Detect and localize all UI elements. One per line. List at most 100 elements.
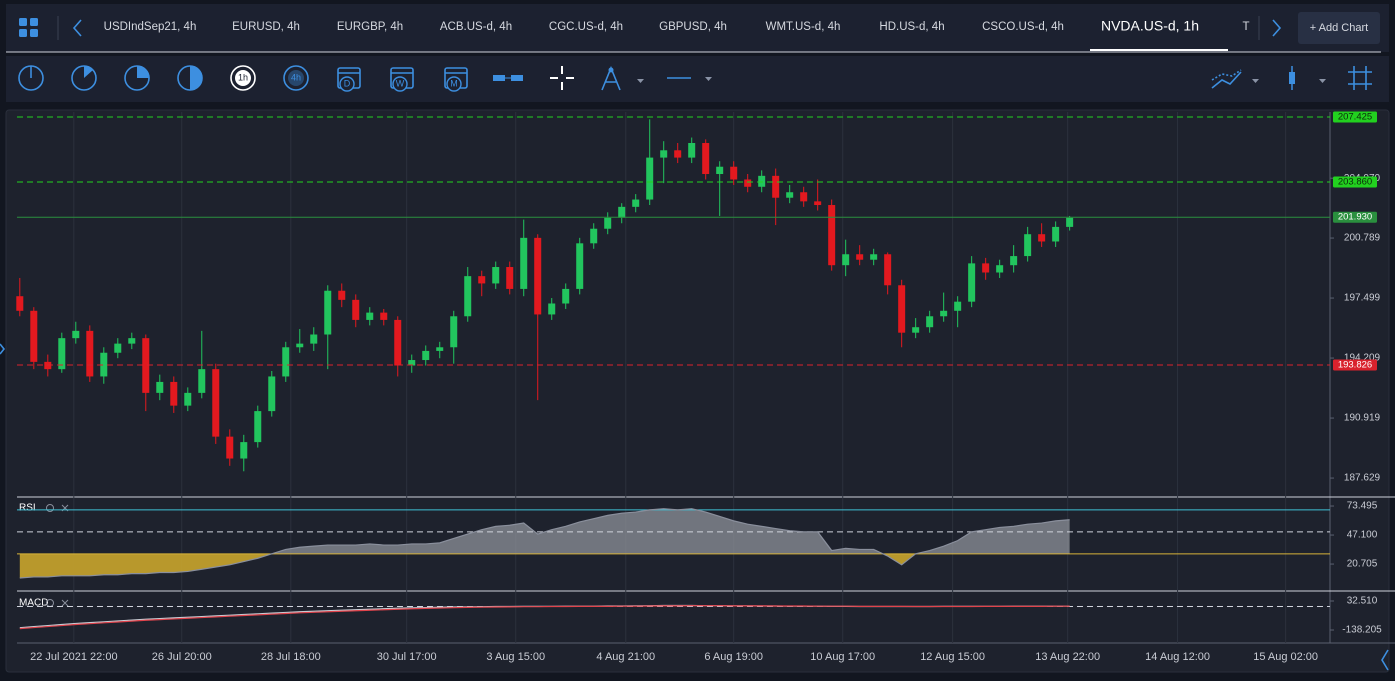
candle-body bbox=[240, 442, 248, 459]
x-tick-label: 4 Aug 21:00 bbox=[596, 651, 655, 663]
candle-body bbox=[576, 243, 584, 289]
y-tick-label: 187.629 bbox=[1344, 473, 1381, 484]
candle-body bbox=[226, 436, 234, 459]
timeframe-1m[interactable] bbox=[18, 65, 44, 91]
timeframe-d[interactable] bbox=[337, 67, 361, 92]
candle-body bbox=[632, 199, 640, 207]
chart-tab[interactable]: USDIndSep21, 4h bbox=[104, 21, 197, 33]
candle-body bbox=[1010, 256, 1018, 266]
grid-toggle[interactable] bbox=[1348, 66, 1372, 90]
x-tick-label: 30 Jul 17:00 bbox=[377, 651, 437, 663]
chart-tab[interactable]: CSCO.US-d, 4h bbox=[982, 21, 1064, 33]
price-level-label: 207.425 bbox=[1338, 112, 1372, 123]
candle-body bbox=[954, 301, 962, 311]
chart-tab[interactable]: CGC.US-d, 4h bbox=[549, 21, 623, 33]
add-chart-label[interactable]: + Add Chart bbox=[1310, 22, 1368, 34]
candle-body bbox=[604, 217, 612, 229]
candle-body bbox=[730, 166, 738, 180]
timeframe-m[interactable] bbox=[444, 67, 468, 92]
timeframe-1h[interactable] bbox=[230, 65, 256, 91]
scroll-button[interactable] bbox=[1381, 649, 1389, 671]
candle-body bbox=[450, 316, 458, 348]
price-level-box bbox=[1333, 111, 1377, 123]
candle-body bbox=[72, 330, 80, 339]
y-tick-label: 32.510 bbox=[1347, 596, 1378, 607]
chart-type[interactable] bbox=[1289, 66, 1326, 90]
candle-body bbox=[772, 175, 780, 198]
candle-body bbox=[1066, 217, 1074, 227]
timeframe-30m[interactable] bbox=[177, 65, 203, 91]
indicator-settings[interactable] bbox=[46, 504, 54, 512]
chart-tab[interactable]: EURGBP, 4h bbox=[337, 21, 403, 33]
x-tick-label: 26 Jul 20:00 bbox=[152, 651, 212, 663]
candle-body bbox=[884, 254, 892, 286]
indicator-line bbox=[19, 605, 1070, 630]
candle-body bbox=[870, 254, 878, 260]
bar-type[interactable] bbox=[493, 75, 523, 81]
timeframe-label[interactable]: 1h bbox=[238, 72, 248, 82]
chart-tab[interactable]: T bbox=[1242, 21, 1249, 33]
tabs-right[interactable] bbox=[1272, 19, 1282, 37]
candle-body bbox=[324, 290, 332, 335]
candle-body bbox=[688, 143, 696, 158]
drawing-tools[interactable] bbox=[601, 65, 644, 91]
chart-tab[interactable]: EURUSD, 4h bbox=[232, 21, 300, 33]
candle-body bbox=[436, 347, 444, 351]
timeframe-label[interactable]: M bbox=[450, 78, 458, 88]
price-level-label: 193.826 bbox=[1338, 360, 1372, 371]
x-tick-label: 3 Aug 15:00 bbox=[486, 651, 545, 663]
indicators[interactable] bbox=[1211, 69, 1259, 89]
y-tick-label: 20.705 bbox=[1347, 559, 1378, 570]
chart-tab[interactable]: ACB.US-d, 4h bbox=[440, 21, 512, 33]
candle-body bbox=[1038, 234, 1046, 242]
candle-body bbox=[310, 334, 318, 344]
timeframe-w[interactable] bbox=[390, 67, 414, 92]
candle-body bbox=[758, 175, 766, 187]
timeframe-4h[interactable] bbox=[283, 65, 309, 91]
candle-body bbox=[520, 237, 528, 289]
candle-body bbox=[422, 350, 430, 361]
timeframe-15m[interactable] bbox=[124, 65, 150, 91]
timeframe-label[interactable]: W bbox=[396, 78, 405, 88]
plot: 22 Jul 2021 22:00 26 Jul 20:00 28 Jul 18:0… bbox=[16, 111, 1382, 663]
price-level-box bbox=[1333, 176, 1377, 188]
x-tick-label: 15 Aug 02:00 bbox=[1253, 651, 1318, 663]
chart-tab[interactable]: WMT.US-d, 4h bbox=[766, 21, 841, 33]
candle-body bbox=[660, 150, 668, 158]
candle-body bbox=[702, 143, 710, 175]
x-tick-label: 12 Aug 15:00 bbox=[920, 651, 985, 663]
y-tick-label: 47.100 bbox=[1347, 530, 1378, 541]
candle-body bbox=[282, 347, 290, 377]
timeframe-label[interactable]: D bbox=[344, 78, 351, 88]
candle-body bbox=[198, 369, 206, 393]
crosshair[interactable] bbox=[550, 66, 574, 90]
indicator-close[interactable] bbox=[61, 599, 69, 607]
candle-body bbox=[968, 263, 976, 302]
candle-body bbox=[254, 411, 262, 443]
candle-body bbox=[814, 201, 822, 206]
tabs-left[interactable] bbox=[72, 19, 82, 37]
layout-button[interactable] bbox=[19, 18, 38, 37]
candle-body bbox=[114, 343, 122, 353]
candle-body bbox=[492, 267, 500, 284]
side-handle[interactable] bbox=[0, 343, 6, 355]
candle-body bbox=[534, 237, 542, 315]
candle-body bbox=[926, 316, 934, 328]
tool-icons: 1h 4h D W M bbox=[18, 65, 1372, 92]
chart-tab[interactable]: HD.US-d, 4h bbox=[879, 21, 944, 33]
candle-body bbox=[156, 381, 164, 393]
candle-body bbox=[184, 392, 192, 406]
chart-tab[interactable]: NVDA.US-d, 1h bbox=[1101, 18, 1199, 34]
y-tick-label: 200.789 bbox=[1344, 233, 1381, 244]
x-tick-label: 6 Aug 19:00 bbox=[704, 651, 763, 663]
line-style[interactable] bbox=[667, 77, 712, 81]
chart-tab[interactable]: GBPUSD, 4h bbox=[659, 21, 727, 33]
candle-body bbox=[674, 150, 682, 158]
candle-body bbox=[1052, 226, 1060, 242]
add-chart-button[interactable] bbox=[1298, 12, 1380, 44]
tab-bar bbox=[6, 4, 1389, 52]
timeframe-label[interactable]: 4h bbox=[291, 72, 301, 82]
timeframe-5m[interactable] bbox=[71, 65, 97, 91]
